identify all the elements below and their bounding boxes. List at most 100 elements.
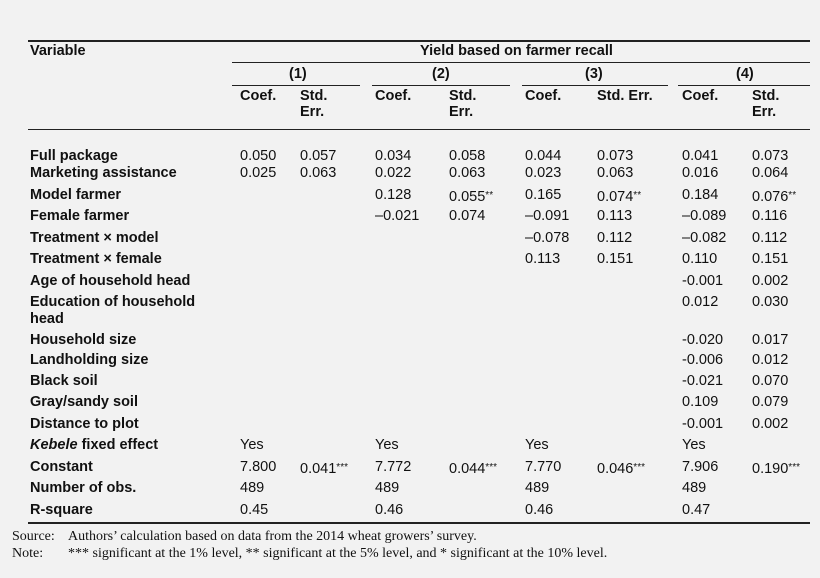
stderr-cell: 0.063 (300, 165, 337, 181)
row-label-text: Household size (30, 332, 137, 348)
coef-cell: 0.46 (375, 502, 404, 518)
row-label-text: Age of household head (30, 273, 191, 289)
coef-cell: 0.128 (375, 187, 412, 203)
stderr-cell: 0.151 (597, 251, 634, 267)
row-label-text: Model farmer (30, 187, 122, 203)
coef-cell: 0.47 (682, 502, 711, 518)
coef-cell: –0.082 (682, 230, 727, 246)
stderr-cell: 0.055** (449, 189, 494, 205)
row-label: R-square (30, 502, 93, 519)
coef-cell: 7.800 (240, 459, 277, 475)
significance-stars: *** (485, 462, 497, 473)
row-label: Constant (30, 459, 93, 476)
coef-cell: -0.020 (682, 332, 724, 348)
row-label-italic: Kebele (30, 437, 78, 453)
stderr-cell: 0.017 (752, 332, 789, 348)
stderr-cell: 0.041*** (300, 461, 348, 477)
row-label: Age of household head (30, 273, 190, 290)
coef-cell: Yes (525, 437, 549, 453)
stderr-cell: 0.063 (449, 165, 486, 181)
row-label-text: Education of household (30, 294, 196, 310)
stderr-cell: 0.070 (752, 373, 789, 389)
stderr-cell: 0.064 (752, 165, 789, 181)
row-label-rest: fixed effect (77, 437, 159, 453)
stderr-cell: 0.073 (752, 148, 789, 164)
stderr-cell: 0.046*** (597, 461, 645, 477)
row-label-text: Treatment × female (30, 251, 162, 267)
coef-cell: –0.078 (525, 230, 570, 246)
stderr-header-4a: Std. (752, 88, 780, 104)
row-label: Marketing assistance (30, 165, 177, 182)
coef-cell: 7.906 (682, 459, 719, 475)
row-label-continuation: head (30, 311, 64, 327)
stderr-cell: 0.002 (752, 273, 789, 289)
row-label-text: Distance to plot (30, 416, 139, 432)
stderr-header-1a: Std. (300, 88, 328, 104)
coef-cell: –0.089 (682, 208, 727, 224)
coef-cell: 0.012 (682, 294, 719, 310)
model-4-label: (4) (736, 66, 754, 82)
stderr-cell: 0.112 (752, 230, 788, 246)
row-label: Treatment × female (30, 251, 162, 268)
stderr-cell: 0.074 (449, 208, 486, 224)
significance-stars: *** (788, 462, 800, 473)
coef-cell: Yes (682, 437, 706, 453)
model-2-label: (2) (432, 66, 450, 82)
row-label-text: Black soil (30, 373, 98, 389)
coef-cell: 0.109 (682, 394, 719, 410)
row-label: Number of obs. (30, 480, 136, 497)
row-label-text: Marketing assistance (30, 165, 177, 181)
model-3-underline (522, 85, 668, 86)
coef-cell: 0.45 (240, 502, 269, 518)
stderr-header-4b: Err. (752, 104, 777, 120)
stderr-cell: 0.116 (752, 208, 788, 224)
row-label: Gray/sandy soil (30, 394, 138, 411)
model-2-underline (372, 85, 510, 86)
coef-cell: 0.041 (682, 148, 719, 164)
note-label: Note: (12, 546, 44, 561)
coef-cell: 0.050 (240, 148, 277, 164)
coef-cell: 0.110 (682, 251, 718, 267)
stderr-cell: 0.151 (752, 251, 789, 267)
coef-cell: 489 (525, 480, 550, 496)
row-label: Female farmer (30, 208, 129, 225)
row-label: Household size (30, 332, 136, 349)
coef-cell: 7.770 (525, 459, 562, 475)
note-text: *** significant at the 1% level, ** sign… (68, 546, 608, 561)
row-label: Distance to plot (30, 416, 139, 433)
model-3-label: (3) (585, 66, 603, 82)
row-label: Model farmer (30, 187, 121, 204)
coef-header-2: Coef. (375, 88, 412, 104)
significance-stars: ** (485, 190, 494, 201)
coef-cell: -0.001 (682, 273, 724, 289)
coef-header-3: Coef. (525, 88, 562, 104)
source-text: Authors’ calculation based on data from … (68, 529, 477, 544)
coef-cell: 7.772 (375, 459, 412, 475)
coef-cell: Yes (240, 437, 264, 453)
coef-cell: 0.016 (682, 165, 719, 181)
row-label: Kebele fixed effect (30, 437, 158, 454)
stderr-cell: 0.073 (597, 148, 634, 164)
stderr-cell: 0.074** (597, 189, 642, 205)
coef-cell: -0.001 (682, 416, 724, 432)
coef-cell: 0.034 (375, 148, 412, 164)
stderr-cell: 0.057 (300, 148, 337, 164)
coef-cell: –0.091 (525, 208, 570, 224)
stderr-cell: 0.190*** (752, 461, 800, 477)
stderr-cell: 0.030 (752, 294, 789, 310)
stderr-cell: 0.012 (752, 352, 789, 368)
stderr-header-2a: Std. (449, 88, 477, 104)
top-rule (28, 40, 810, 42)
coef-cell: 0.184 (682, 187, 719, 203)
coef-cell: -0.021 (682, 373, 724, 389)
variable-header: Variable (30, 43, 86, 59)
stderr-cell: 0.063 (597, 165, 634, 181)
stderr-header-2b: Err. (449, 104, 474, 120)
group-title: Yield based on farmer recall (420, 43, 613, 59)
stderr-cell: 0.112 (597, 230, 633, 246)
group-underline (232, 62, 810, 63)
stderr-cell: 0.002 (752, 416, 789, 432)
row-label-text: Constant (30, 459, 93, 475)
row-label-text: Gray/sandy soil (30, 394, 138, 410)
